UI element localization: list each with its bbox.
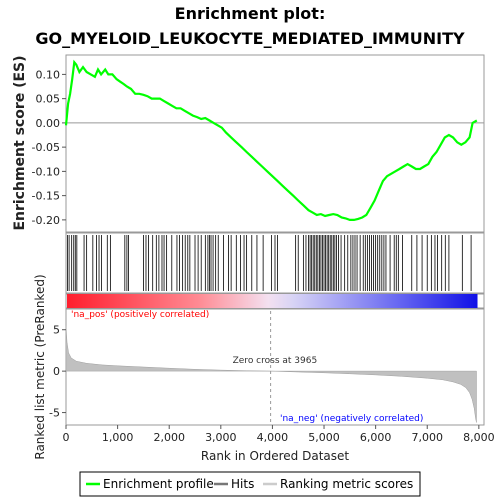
rank-colorbar [66,294,484,308]
es-panel-frame [66,55,484,232]
metric-xtick-label: 2,000 [153,431,185,444]
legend: Enrichment profile Hits Ranking metric s… [80,472,420,496]
metric-yaxis: 5 0 -5 [49,324,66,420]
metric-xtick-label: 7,000 [411,431,443,444]
es-yaxis: 0.10 0.05 0.00 -0.05 -0.10 -0.15 -0.20 [32,68,66,226]
metric-xtick-label: 0 [63,431,70,444]
metric-xtick-label: 6,000 [360,431,392,444]
zero-cross-label: Zero cross at 3965 [233,356,318,366]
es-ytick-label: -0.20 [32,214,60,227]
metric-ytick-label: 5 [53,324,60,337]
metric-xaxis: 0 1,000 2,000 3,000 4,000 5,000 6,000 7,000 8,00… [63,425,495,444]
chart-subtitle: GO_MYELOID_LEUKOCYTE_MEDIATED_IMMUNITY [35,29,465,48]
colorbar-gradient [67,294,478,308]
neg-correlation-label: 'na_neg' (negatively correlated) [280,414,423,424]
chart-title: Enrichment plot: [175,4,326,23]
es-ytick-label: 0.05 [36,93,61,106]
metric-xlabel: Rank in Ordered Dataset [201,449,349,463]
es-panel: 0.10 0.05 0.00 -0.05 -0.10 -0.15 -0.20 Enrichm… [12,55,484,232]
es-ytick-label: -0.05 [32,141,60,154]
legend-hits-label: Hits [231,477,254,491]
metric-ylabel: Ranked list metric (PreRanked) [33,274,47,459]
es-ylabel: Enrichment score (ES) [12,55,28,230]
metric-xtick-label: 4,000 [257,431,289,444]
es-ytick-label: -0.10 [32,165,60,178]
metric-xtick-label: 5,000 [308,431,340,444]
pos-correlation-label: 'na_pos' (positively correlated) [71,310,209,320]
es-ytick-label: 0.00 [36,117,61,130]
metric-ytick-label: -5 [49,407,60,420]
metric-ytick-label: 0 [53,365,60,378]
es-ytick-label: 0.10 [36,68,61,81]
metric-xtick-label: 1,000 [102,431,134,444]
hits-panel [66,233,484,293]
legend-metric-label: Ranking metric scores [280,477,413,491]
legend-profile-label: Enrichment profile [103,477,214,491]
metric-xtick-label: 8,000 [463,431,495,444]
es-ytick-label: -0.15 [32,190,60,203]
metric-xtick-label: 3,000 [205,431,237,444]
